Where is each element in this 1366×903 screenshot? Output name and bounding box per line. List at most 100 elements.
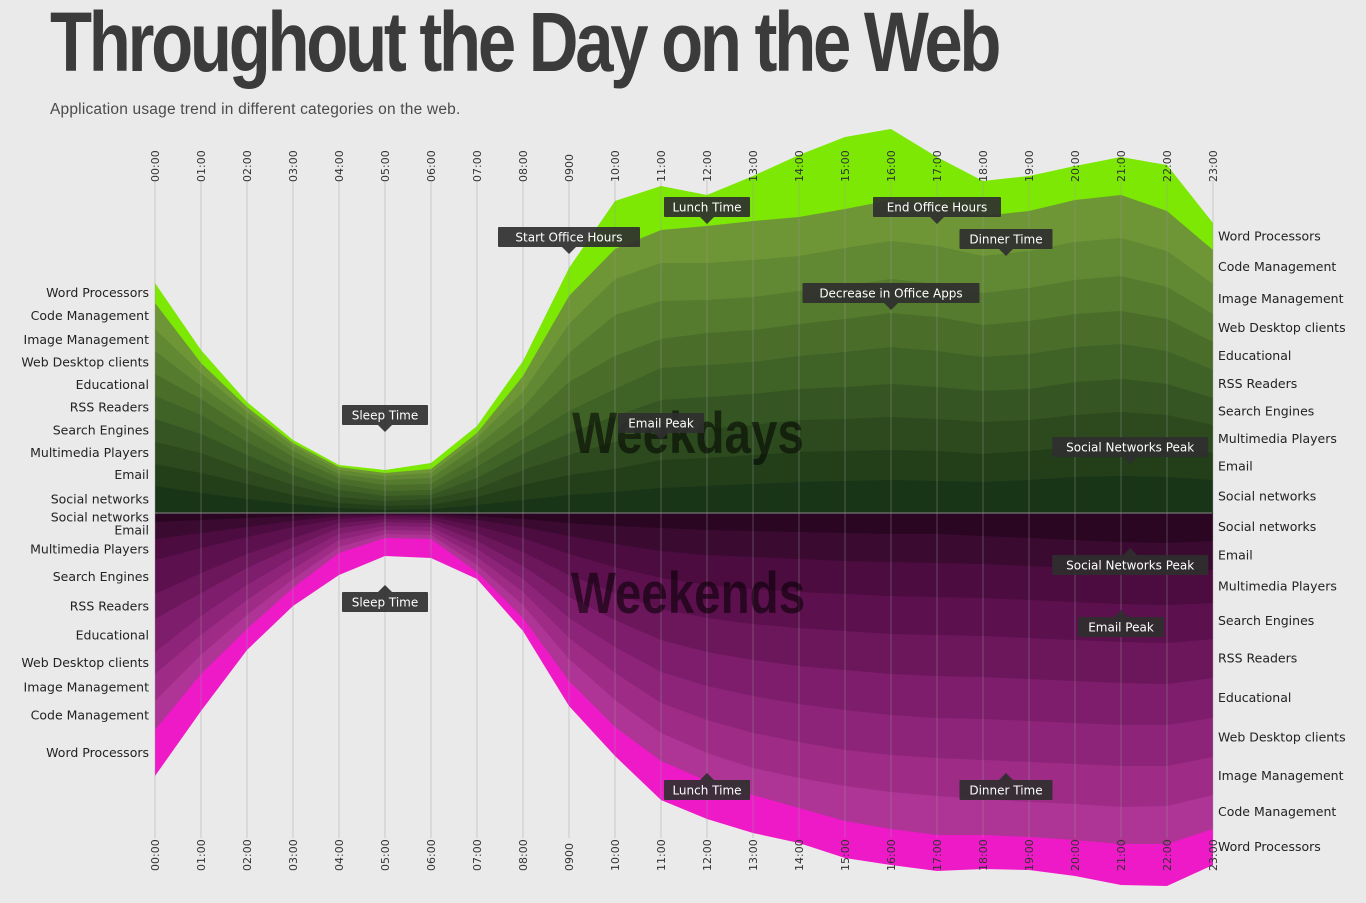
weekends-label-email: Email	[114, 523, 149, 538]
hour-tick-label: 15:00	[839, 150, 852, 182]
hour-tick-label: 16:00	[885, 150, 898, 182]
hour-tick-label: 0900	[563, 843, 576, 871]
weekends-label-web-desktop-clients: Web Desktop clients	[21, 655, 149, 670]
hour-tick-label: 15:00	[839, 839, 852, 871]
weekdays-label-search-engines: Search Engines	[53, 423, 149, 438]
weekdays-label-search-engines: Search Engines	[1218, 404, 1314, 419]
svg-text:Start Office Hours: Start Office Hours	[515, 231, 622, 245]
svg-text:Dinner Time: Dinner Time	[969, 784, 1042, 798]
hour-tick-label: 07:00	[471, 150, 484, 182]
weekends-label-social-networks: Social networks	[51, 510, 149, 525]
svg-text:Email Peak: Email Peak	[628, 417, 694, 431]
weekends-label-web-desktop-clients: Web Desktop clients	[1218, 730, 1346, 745]
svg-text:Social Networks Peak: Social Networks Peak	[1066, 441, 1194, 455]
weekdays-label: Weekdays	[572, 402, 804, 467]
weekdays-label-image-management: Image Management	[24, 332, 150, 347]
hour-tick-label: 04:00	[333, 150, 346, 182]
weekends-label-search-engines: Search Engines	[1218, 613, 1314, 628]
callout-lunch-time: Lunch Time	[664, 773, 750, 800]
weekends-label-code-management: Code Management	[1218, 804, 1336, 819]
hour-tick-label: 05:00	[379, 150, 392, 182]
section-labels: Weekdays Weekends	[571, 402, 805, 627]
weekdays-label-social-networks: Social networks	[1218, 489, 1316, 504]
hour-tick-label: 22:00	[1161, 839, 1174, 871]
hour-tick-label: 12:00	[701, 839, 714, 871]
weekends-label-word-processors: Word Processors	[1218, 839, 1321, 854]
hour-tick-label: 10:00	[609, 150, 622, 182]
weekends-label-search-engines: Search Engines	[53, 569, 149, 584]
hour-tick-label: 03:00	[287, 150, 300, 182]
hour-tick-label: 11:00	[655, 150, 668, 182]
weekends-label-multimedia-players: Multimedia Players	[30, 542, 149, 557]
svg-text:Lunch Time: Lunch Time	[672, 784, 741, 798]
weekends-label-social-networks: Social networks	[1218, 519, 1316, 534]
weekdays-label-educational: Educational	[1218, 348, 1291, 363]
weekdays-label-email: Email	[114, 467, 149, 482]
hour-tick-label: 08:00	[517, 150, 530, 182]
weekdays-layer-social-networks	[155, 476, 1213, 513]
hour-tick-label: 05:00	[379, 839, 392, 871]
hour-tick-label: 18:00	[977, 150, 990, 182]
hour-tick-label: 21:00	[1115, 150, 1128, 182]
weekdays-label-educational: Educational	[76, 377, 149, 392]
hour-tick-label: 01:00	[195, 150, 208, 182]
hour-tick-label: 04:00	[333, 839, 346, 871]
weekends-label-multimedia-players: Multimedia Players	[1218, 579, 1337, 594]
hour-axis-top: 00:00 01:00 02:00 03:00 04:00 05:00 06:00 07:00…	[149, 150, 1220, 182]
callout-lunch-time: Lunch Time	[664, 197, 750, 224]
hour-tick-label: 23:00	[1207, 839, 1220, 871]
weekdays-label-web-desktop-clients: Web Desktop clients	[1218, 320, 1346, 335]
hour-tick-label: 02:00	[241, 839, 254, 871]
hour-tick-label: 00:00	[149, 839, 162, 871]
svg-text:Sleep Time: Sleep Time	[352, 409, 419, 423]
annotation-callouts: Sleep Time Start Office Hours Lunch Time En…	[342, 197, 1209, 800]
callout-dinner-time: Dinner Time	[959, 229, 1053, 256]
weekends-label-educational: Educational	[1218, 690, 1291, 705]
svg-text:Email Peak: Email Peak	[1088, 621, 1154, 635]
weekdays-label-rss-readers: RSS Readers	[70, 400, 149, 415]
hour-tick-label: 19:00	[1023, 150, 1036, 182]
hour-tick-label: 12:00	[701, 150, 714, 182]
weekdays-label-social-networks: Social networks	[51, 492, 149, 507]
weekends-layer-social-networks	[155, 513, 1213, 543]
weekdays-label-word-processors: Word Processors	[1218, 229, 1321, 244]
hour-tick-label: 20:00	[1069, 150, 1082, 182]
hour-tick-label: 06:00	[425, 150, 438, 182]
weekdays-label-rss-readers: RSS Readers	[1218, 376, 1297, 391]
hour-tick-label: 14:00	[793, 150, 806, 182]
weekdays-label-image-management: Image Management	[1218, 291, 1344, 306]
weekdays-label-email: Email	[1218, 459, 1253, 474]
callout-sleep-time: Sleep Time	[342, 405, 428, 432]
page-title: Throughout the Day on the Web	[50, 0, 1001, 89]
hour-tick-label: 11:00	[655, 839, 668, 871]
hour-tick-label: 03:00	[287, 839, 300, 871]
weekends-label-rss-readers: RSS Readers	[70, 599, 149, 614]
svg-text:Social Networks Peak: Social Networks Peak	[1066, 559, 1194, 573]
hour-tick-label: 0900	[563, 154, 576, 182]
weekends-label-image-management: Image Management	[24, 680, 150, 695]
hour-tick-label: 10:00	[609, 839, 622, 871]
hour-axis-bottom: 00:00 01:00 02:00 03:00 04:00 05:00 06:00 07:00…	[149, 839, 1220, 871]
weekends-label-word-processors: Word Processors	[46, 745, 149, 760]
hour-tick-label: 01:00	[195, 839, 208, 871]
callout-decrease-in-office-apps: Decrease in Office Apps	[802, 283, 980, 310]
svg-text:Lunch Time: Lunch Time	[672, 201, 741, 215]
weekends-label-code-management: Code Management	[31, 708, 149, 723]
weekends-label: Weekends	[571, 562, 805, 627]
svg-text:Decrease in Office Apps: Decrease in Office Apps	[819, 287, 962, 301]
hour-tick-label: 14:00	[793, 839, 806, 871]
hour-gridlines	[154, 180, 1214, 838]
weekdays-label-code-management: Code Management	[1218, 259, 1336, 274]
svg-text:Sleep Time: Sleep Time	[352, 596, 419, 610]
weekends-label-rss-readers: RSS Readers	[1218, 651, 1297, 666]
callout-social-networks-peak: Social Networks Peak	[1052, 437, 1209, 464]
weekends-layers	[155, 513, 1213, 886]
hour-tick-label: 21:00	[1115, 839, 1128, 871]
weekends-label-image-management: Image Management	[1218, 768, 1344, 783]
hour-tick-label: 00:00	[149, 150, 162, 182]
callout-dinner-time: Dinner Time	[959, 773, 1053, 800]
hour-tick-label: 23:00	[1207, 150, 1220, 182]
hour-tick-label: 13:00	[747, 839, 760, 871]
